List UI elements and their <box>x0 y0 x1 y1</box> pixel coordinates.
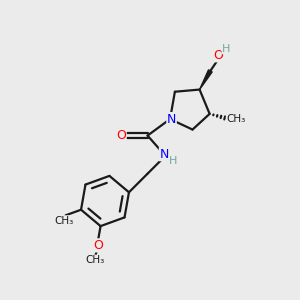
Text: O: O <box>93 239 103 252</box>
Text: N: N <box>167 112 176 126</box>
Text: CH₃: CH₃ <box>54 216 74 226</box>
Text: O: O <box>116 129 126 142</box>
Text: H: H <box>222 44 230 54</box>
Text: H: H <box>169 156 177 166</box>
Text: O: O <box>213 49 223 62</box>
Text: CH₃: CH₃ <box>86 255 105 265</box>
Text: N: N <box>159 148 169 161</box>
Polygon shape <box>200 70 212 90</box>
Text: CH₃: CH₃ <box>226 114 246 124</box>
